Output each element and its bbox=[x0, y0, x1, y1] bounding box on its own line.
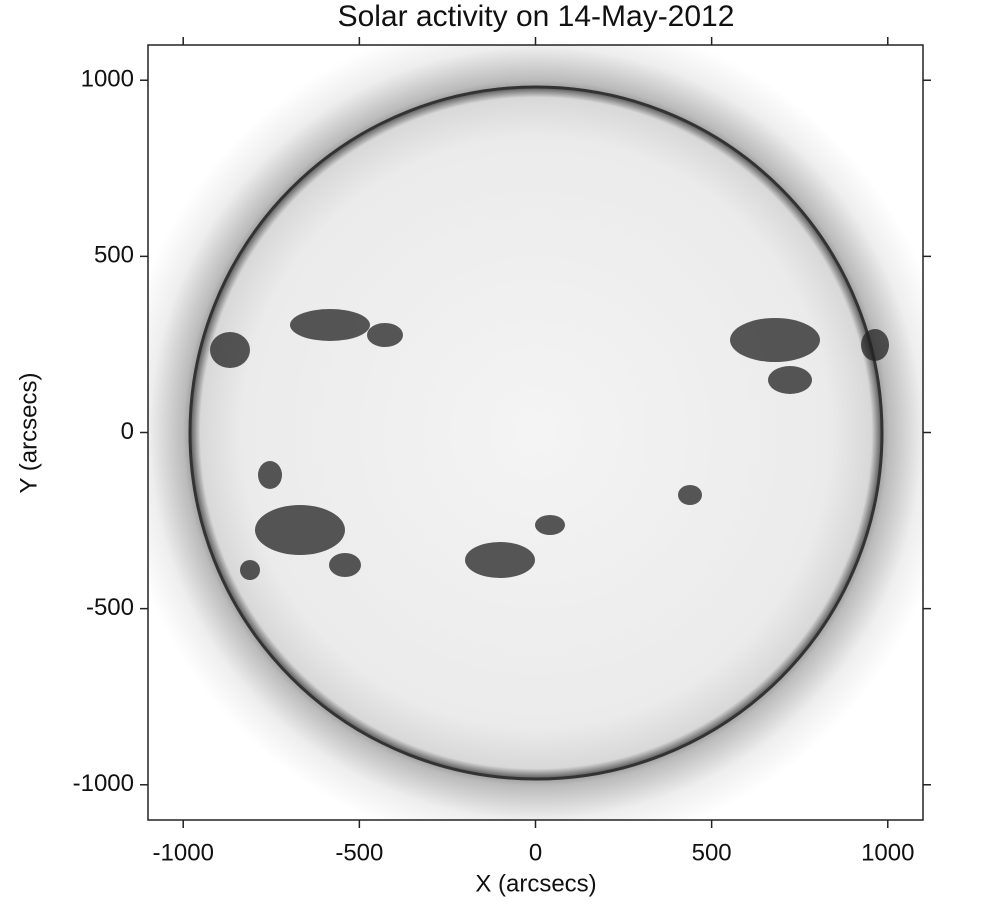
x-tick-label: 0 bbox=[529, 839, 542, 866]
y-tick-label: -500 bbox=[86, 594, 134, 621]
x-axis-label: X (arcsecs) bbox=[475, 870, 596, 897]
x-tick-label: 1000 bbox=[861, 839, 914, 866]
solar-image bbox=[148, 45, 923, 820]
x-tick-label: -500 bbox=[335, 839, 383, 866]
chart-title: Solar activity on 14-May-2012 bbox=[338, 0, 735, 33]
y-tick-label: 500 bbox=[94, 242, 134, 269]
y-tick-label: 1000 bbox=[81, 66, 134, 93]
y-axis-label: Y (arcsecs) bbox=[15, 373, 42, 494]
y-tick-label: -1000 bbox=[73, 770, 134, 797]
y-tick-label: 0 bbox=[121, 418, 134, 445]
x-tick-label: 500 bbox=[692, 839, 732, 866]
x-tick-label: -1000 bbox=[153, 839, 214, 866]
